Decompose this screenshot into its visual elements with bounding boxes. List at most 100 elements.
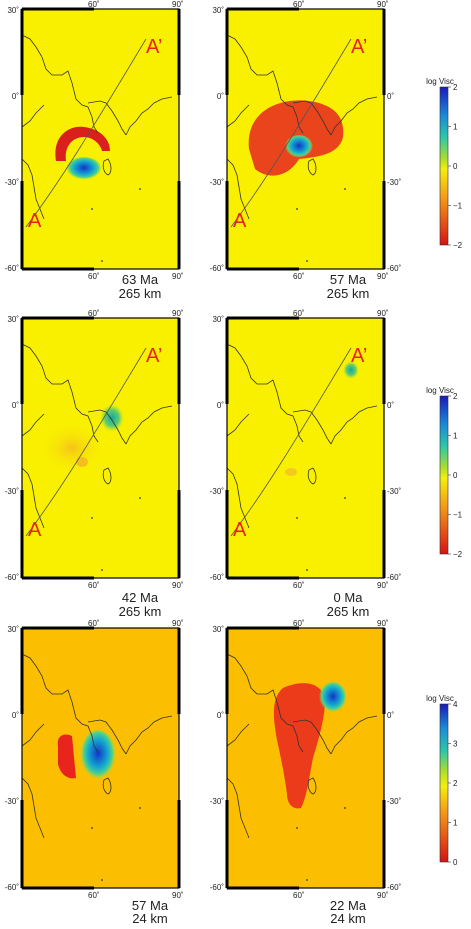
map-panel-1: A A’ 60˚ 90˚ 30˚ 0˚ -30˚ -60˚ 60˚ 90˚ xyxy=(5,0,184,281)
left-tick-label: -60˚ xyxy=(5,573,20,582)
left-tick-label: 0˚ xyxy=(12,711,19,720)
anomaly-low-viscosity xyxy=(273,683,326,809)
colorbar-title: log Visc xyxy=(426,77,454,86)
profile-start-label: A xyxy=(28,210,42,232)
bottom-tick-label: 60˚ xyxy=(293,581,305,590)
bottom-tick-label: 90˚ xyxy=(172,581,184,590)
colorbar-tick-label: 3 xyxy=(453,740,458,749)
right-tick-label: -60˚ xyxy=(387,264,402,273)
map-panel-5: 60˚ 90˚ 30˚ 0˚ -30˚ -60˚ 60˚ 90˚ xyxy=(5,619,184,900)
colorbar-tick-label: −1 xyxy=(453,202,463,211)
anomaly-low-viscosity xyxy=(57,734,76,779)
right-tick-label: -30˚ xyxy=(387,797,402,806)
map-panel-4: A A’ 60˚ 90˚ 30˚ 0˚ -30˚ -60˚ 0˚ -30˚ -60˚ 60˚ 90˚ xyxy=(210,309,402,590)
panel-age-label: 42 Ma xyxy=(122,590,159,605)
panel-depth-label: 24 km xyxy=(132,911,167,926)
left-tick-label: -30˚ xyxy=(5,797,20,806)
left-tick-label: 30˚ xyxy=(212,6,224,15)
island-dot xyxy=(91,208,93,210)
colorbar-tick-label: 0 xyxy=(453,162,458,171)
island-dot xyxy=(296,517,298,519)
colorbar-tick-label: −2 xyxy=(453,241,463,250)
island-dot xyxy=(101,879,103,881)
colorbar-tick-label: −1 xyxy=(453,511,463,520)
island-dot xyxy=(344,807,346,809)
anomaly-spot xyxy=(285,468,297,476)
colorbar-tick-label: 4 xyxy=(453,700,458,709)
bottom-tick-label: 60˚ xyxy=(88,581,100,590)
colorbar-tick-label: 2 xyxy=(453,83,458,92)
island-dot xyxy=(296,208,298,210)
top-tick-label: 60˚ xyxy=(88,619,100,628)
anomaly-spot xyxy=(76,457,88,467)
left-tick-label: 30˚ xyxy=(7,6,19,15)
anomaly-high-viscosity xyxy=(319,682,347,714)
panel-age-label: 0 Ma xyxy=(334,590,364,605)
left-tick-label: -30˚ xyxy=(210,178,225,187)
right-tick-label: -60˚ xyxy=(387,883,402,892)
island-dot xyxy=(306,569,308,571)
island-dot xyxy=(139,188,141,190)
sri-lanka-outline xyxy=(102,467,112,485)
left-tick-label: -60˚ xyxy=(210,883,225,892)
right-tick-label: 0˚ xyxy=(387,92,394,101)
panel-age-label: 63 Ma xyxy=(122,272,159,287)
top-tick-label: 90˚ xyxy=(377,0,389,9)
profile-end-label: A’ xyxy=(146,345,162,367)
bottom-tick-label: 60˚ xyxy=(293,272,305,281)
top-tick-label: 60˚ xyxy=(88,0,100,9)
top-tick-label: 60˚ xyxy=(293,0,305,9)
top-tick-label: 90˚ xyxy=(377,309,389,318)
right-tick-label: -30˚ xyxy=(387,487,402,496)
bottom-tick-label: 60˚ xyxy=(88,272,100,281)
left-tick-label: 30˚ xyxy=(7,625,19,634)
profile-start-label: A xyxy=(233,519,247,541)
left-tick-label: -60˚ xyxy=(5,264,20,273)
profile-end-label: A’ xyxy=(351,345,367,367)
left-tick-label: -30˚ xyxy=(210,487,225,496)
island-dot xyxy=(139,807,141,809)
colorbar-tick-label: −2 xyxy=(453,550,463,559)
colorbar-tick-label: 1 xyxy=(453,819,458,828)
colorbar-tick-label: 0 xyxy=(453,471,458,480)
colorbar-scale xyxy=(439,395,449,555)
island-dot xyxy=(344,497,346,499)
bottom-tick-label: 90˚ xyxy=(172,891,184,900)
anomaly-low-viscosity xyxy=(55,126,110,161)
colorbar-scale xyxy=(439,86,449,246)
profile-line xyxy=(230,38,352,228)
map-frame xyxy=(226,317,385,579)
left-tick-label: -60˚ xyxy=(210,573,225,582)
island-dot xyxy=(344,188,346,190)
left-tick-label: -60˚ xyxy=(210,264,225,273)
left-tick-label: -30˚ xyxy=(210,797,225,806)
top-tick-label: 60˚ xyxy=(293,619,305,628)
panel-age-label: 57 Ma xyxy=(132,898,169,913)
anomaly-high-viscosity xyxy=(285,135,313,159)
profile-end-label: A’ xyxy=(146,36,162,58)
bottom-tick-label: 90˚ xyxy=(377,891,389,900)
top-tick-label: 90˚ xyxy=(172,309,184,318)
panel-depth-label: 265 km xyxy=(327,286,370,301)
right-tick-label: -30˚ xyxy=(387,178,402,187)
top-tick-label: 60˚ xyxy=(88,309,100,318)
panel-depth-label: 265 km xyxy=(119,604,162,619)
left-tick-label: -60˚ xyxy=(5,883,20,892)
top-tick-label: 90˚ xyxy=(172,0,184,9)
colorbar-tick-label: 2 xyxy=(453,392,458,401)
colorbar-tick-label: 1 xyxy=(453,123,458,132)
map-frame xyxy=(21,317,180,579)
profile-line xyxy=(230,347,352,537)
left-tick-label: 0˚ xyxy=(12,92,19,101)
profile-line xyxy=(25,38,147,228)
left-tick-label: 30˚ xyxy=(7,315,19,324)
map-panel-3: A A’ 60˚ 90˚ 30˚ 0˚ -30˚ -60˚ 60˚ 90˚ xyxy=(5,309,184,590)
panel-depth-label: 24 km xyxy=(330,911,365,926)
top-tick-label: 90˚ xyxy=(172,619,184,628)
map-frame xyxy=(226,627,385,889)
profile-line xyxy=(25,347,147,537)
top-tick-label: 90˚ xyxy=(377,619,389,628)
